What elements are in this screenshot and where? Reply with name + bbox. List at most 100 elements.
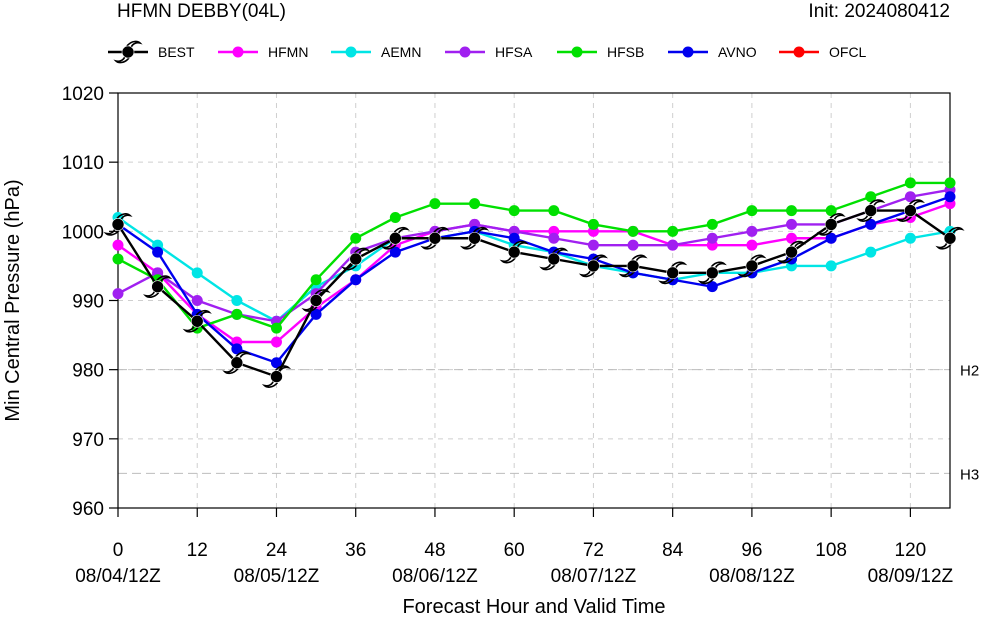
data-point-hfsb: [706, 218, 718, 230]
data-point-hfsa: [112, 288, 124, 300]
hurricane-arm-icon: [301, 304, 318, 312]
y-tick-label: 980: [72, 361, 104, 382]
x-tick-label: 12: [187, 540, 208, 561]
hurricane-arm-icon: [235, 351, 252, 360]
hurricane-arm-icon: [459, 241, 477, 250]
hurricane-arm-icon: [618, 269, 635, 278]
data-point-hfsb: [667, 225, 679, 237]
reference-label-h2: H2: [960, 363, 979, 380]
hurricane-arm-icon: [776, 255, 794, 264]
hurricane-arm-icon: [856, 214, 873, 222]
hurricane-symbol-icon: [626, 259, 640, 273]
hurricane-arm-icon: [113, 55, 130, 64]
hurricane-symbol-icon: [190, 314, 204, 328]
data-point-hfsb: [389, 212, 401, 223]
data-point-best: [697, 261, 727, 285]
data-point-hfmn: [786, 232, 798, 244]
series-line-hfsa: [117, 188, 951, 323]
legend-label-ofcl: OFCL: [829, 44, 867, 60]
hurricane-symbol-icon: [705, 266, 719, 280]
hurricane-arm-icon: [710, 261, 727, 270]
hurricane-arm-icon: [420, 241, 437, 250]
data-point-hfsb: [469, 198, 481, 210]
legend-item-aemn: AEMN: [331, 44, 421, 60]
hurricane-arm-icon: [499, 255, 516, 264]
data-point-hfsb: [627, 225, 639, 237]
x-tick-label: 24: [266, 540, 288, 561]
y-tick-label: 990: [72, 292, 104, 313]
x-tick-label: 120: [895, 540, 927, 561]
data-point-best: [103, 213, 133, 236]
data-point-best: [459, 226, 490, 250]
hurricane-arm-icon: [539, 262, 556, 271]
data-point-hfsa: [627, 239, 639, 251]
hurricane-arm-icon: [750, 254, 767, 263]
data-point-best: [301, 289, 331, 312]
hurricane-arm-icon: [195, 309, 212, 318]
hurricane-arm-icon: [658, 276, 675, 285]
data-point-hfsb: [231, 308, 243, 320]
data-point-hfsb: [350, 232, 362, 244]
legend-label-best: BEST: [158, 44, 195, 60]
data-point-avno: [944, 191, 956, 203]
hurricane-symbol-icon: [943, 231, 957, 245]
series-line-aemn: [117, 216, 951, 323]
hurricane-arm-icon: [472, 226, 490, 235]
hurricane-symbol-icon: [151, 280, 164, 293]
data-point-hfsa: [191, 295, 203, 306]
data-point-hfsb: [548, 205, 560, 217]
hurricane-symbol-icon: [349, 252, 363, 266]
legend-label-hfmn: HFMN: [268, 44, 308, 60]
hurricane-arm-icon: [829, 213, 846, 221]
hurricane-symbol-icon: [121, 45, 135, 59]
legend-item-hfsa: HFSA: [445, 44, 533, 60]
data-point-best: [380, 226, 410, 250]
data-point-hfsb: [786, 205, 798, 217]
x-tick-date-label: 08/09/12Z: [868, 566, 954, 587]
hurricane-symbol-icon: [904, 204, 917, 217]
data-point-best: [578, 254, 609, 278]
data-point-avno: [231, 343, 243, 355]
data-point-hfsa: [746, 225, 758, 237]
hurricane-arm-icon: [143, 290, 160, 298]
series-line-best: [116, 209, 951, 379]
data-point-aemn: [191, 267, 203, 279]
hurricane-arm-icon: [314, 289, 331, 297]
legend-marker-best: [113, 40, 143, 64]
data-point-aemn: [865, 246, 877, 258]
legend-marker-hfsb: [571, 46, 583, 58]
hurricane-symbol-icon: [111, 218, 125, 231]
hurricane-symbol-icon: [428, 231, 442, 245]
x-tick-date-label: 08/04/12Z: [75, 566, 161, 587]
hurricane-symbol-icon: [824, 218, 838, 231]
data-point-best: [935, 226, 965, 250]
reference-lines: H2 H3: [118, 363, 979, 483]
x-tick-label: 96: [741, 540, 762, 561]
data-point-hfmn: [112, 239, 124, 251]
data-point-best: [737, 254, 767, 278]
data-point-hfsb: [270, 322, 282, 334]
x-tick-label: 60: [504, 540, 525, 561]
hurricane-arm-icon: [631, 254, 648, 263]
hurricane-arm-icon: [156, 275, 173, 283]
data-point-aemn: [904, 232, 916, 244]
legend-label-hfsa: HFSA: [495, 44, 533, 60]
data-point-best: [261, 365, 292, 388]
hurricane-symbol-icon: [230, 356, 244, 370]
data-point-hfsb: [904, 177, 916, 189]
data-point-best: [420, 226, 450, 250]
data-point-aemn: [825, 260, 837, 272]
hurricane-arm-icon: [697, 276, 714, 285]
legend-marker-hfsa: [459, 46, 471, 58]
hurricane-symbol-icon: [507, 245, 521, 259]
series-best: [103, 199, 965, 388]
x-tick-label: 48: [424, 540, 445, 561]
series-line-hfsb: [117, 181, 950, 330]
grid: [118, 93, 950, 508]
x-tick-date-label: 08/05/12Z: [234, 566, 320, 587]
legend-item-hfmn: HFMN: [218, 44, 308, 60]
plot-area: [103, 177, 965, 388]
data-point-avno: [508, 232, 520, 244]
legend-item-best: BEST: [108, 40, 195, 64]
